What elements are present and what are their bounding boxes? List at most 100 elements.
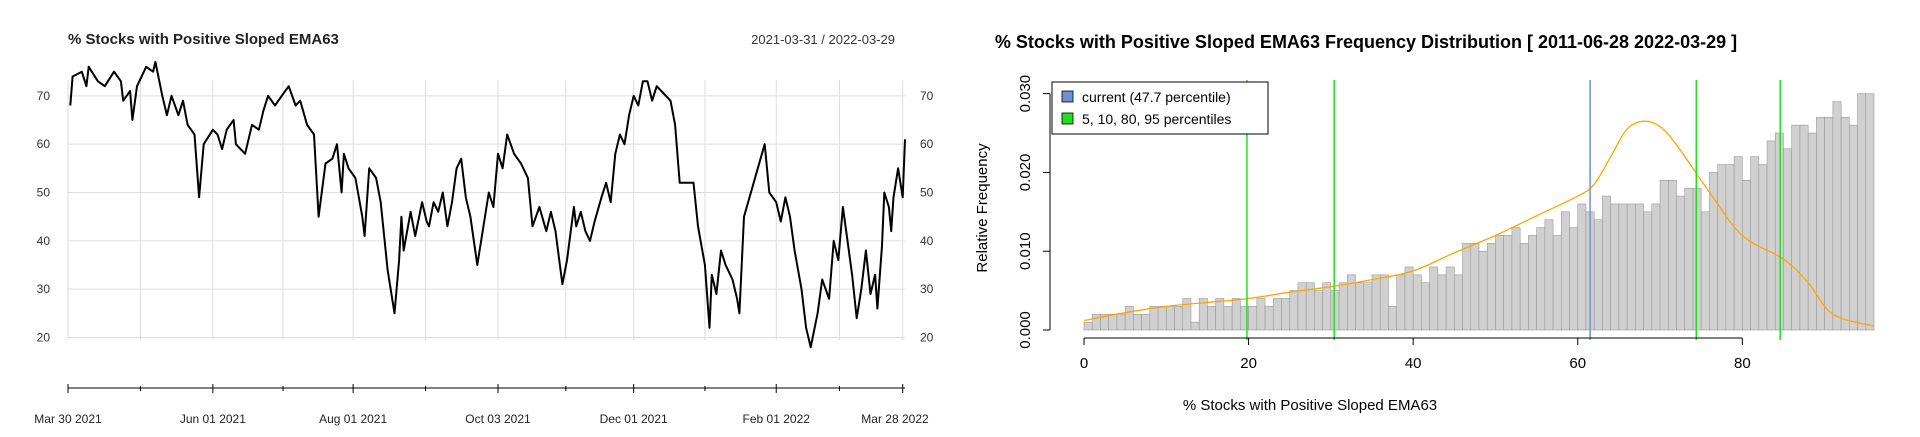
histogram-bar	[1816, 116, 1825, 331]
histogram-bar	[1264, 306, 1274, 331]
histogram-bar	[1865, 93, 1875, 331]
histogram-x-tick-label: 80	[1734, 355, 1751, 372]
histogram-bar	[1544, 219, 1554, 331]
line-series	[69, 61, 906, 349]
histogram-bar	[1133, 313, 1142, 331]
histogram-bar	[1528, 235, 1537, 331]
histogram-x-tick-label: 60	[1569, 355, 1586, 372]
histogram-x-tick-label: 0	[1080, 355, 1088, 372]
histogram-bar	[1174, 306, 1184, 331]
histogram-bar	[1832, 101, 1842, 331]
histogram-bar	[1717, 164, 1727, 331]
histogram-bar	[1363, 282, 1373, 331]
histogram-bar	[1149, 306, 1159, 331]
histogram-bar	[1626, 203, 1636, 331]
y-tick-label-right: 70	[920, 89, 934, 103]
histogram-bar	[1799, 124, 1809, 331]
histogram-bar	[1429, 266, 1439, 331]
histogram-bar	[1569, 227, 1579, 331]
histogram-x-tick-label: 40	[1405, 355, 1422, 372]
density-curve	[1083, 120, 1875, 327]
legend-swatch-percentiles	[1061, 112, 1074, 125]
histogram-x-tick-label: 20	[1240, 355, 1257, 372]
histogram-bar	[1840, 116, 1850, 331]
y-tick-label-left: 50	[37, 186, 51, 200]
histogram-bar	[1676, 195, 1686, 331]
y-tick-label-right: 40	[920, 234, 934, 248]
histogram-bar	[1281, 298, 1291, 331]
histogram-bar	[1330, 290, 1340, 331]
histogram-title: % Stocks with Positive Sloped EMA63 Freq…	[995, 32, 1737, 52]
histogram-bar	[1503, 235, 1513, 331]
x-tick-label: Aug 01 2021	[319, 412, 387, 426]
histogram-bar	[1124, 306, 1134, 331]
x-tick-label: Feb 01 2022	[743, 412, 811, 426]
legend-label-percentiles: 5, 10, 80, 95 percentiles	[1082, 111, 1231, 127]
legend-label-current: current (47.7 percentile)	[1082, 89, 1231, 105]
y-tick-label-right: 30	[920, 282, 934, 296]
histogram-bar	[1165, 306, 1175, 331]
histogram-bar	[1207, 306, 1216, 331]
histogram-bar	[1379, 274, 1389, 331]
histogram-bar	[1478, 250, 1488, 331]
histogram-bar	[1248, 306, 1258, 331]
histogram-y-tick-label: 0.010	[1017, 232, 1034, 270]
histogram-y-axis-label: Relative Frequency	[974, 143, 991, 273]
histogram-bar	[1495, 235, 1504, 331]
x-tick-label: Dec 01 2021	[600, 412, 668, 426]
histogram-bar	[1322, 282, 1332, 331]
histogram-bar	[1256, 298, 1266, 331]
histogram-bar	[1766, 140, 1776, 331]
x-tick-label: Mar 28 2022	[861, 412, 929, 426]
histogram-bar	[1338, 282, 1348, 331]
histogram-bar	[1560, 211, 1570, 331]
histogram-bar	[1396, 274, 1406, 331]
histogram-bar	[1157, 306, 1167, 331]
line-chart-y-labels-right: 20 30 40 50 60 70	[920, 89, 934, 345]
histogram-bar	[1667, 180, 1677, 331]
histogram-chart: % Stocks with Positive Sloped EMA63 Freq…	[974, 32, 1875, 414]
histogram-bar	[1651, 203, 1661, 331]
histogram-bar	[1083, 321, 1093, 331]
y-tick-label-right: 20	[920, 331, 934, 345]
histogram-bar	[1289, 290, 1299, 331]
histogram-bar	[1807, 132, 1817, 331]
line-chart-grid	[67, 80, 905, 340]
x-tick-label: Jun 01 2021	[180, 412, 246, 426]
histogram-marker-lines	[1246, 80, 1781, 340]
histogram-legend: current (47.7 percentile) 5, 10, 80, 95 …	[1051, 81, 1269, 135]
histogram-bar	[1635, 203, 1644, 331]
histogram-bar	[1437, 274, 1447, 331]
x-tick-label: Oct 03 2021	[465, 412, 531, 426]
y-tick-label-right: 60	[920, 137, 934, 151]
histogram-bar	[1190, 321, 1200, 331]
histogram-bar	[1742, 180, 1751, 331]
legend-box	[1051, 81, 1269, 135]
y-tick-label-left: 40	[37, 234, 51, 248]
histogram-bar	[1733, 156, 1743, 331]
histogram-bar	[1610, 203, 1620, 331]
histogram-y-tick-label: 0.030	[1017, 75, 1034, 113]
histogram-bar	[1536, 227, 1546, 331]
histogram-bar	[1182, 298, 1192, 331]
histogram-bar	[1215, 298, 1225, 331]
y-tick-label-left: 20	[37, 331, 51, 345]
histogram-bar	[1445, 266, 1455, 331]
histogram-bars	[1083, 93, 1875, 331]
histogram-bar	[1355, 282, 1365, 331]
histogram-bar	[1725, 164, 1735, 331]
line-chart: % Stocks with Positive Sloped EMA63 2021…	[34, 31, 933, 426]
histogram-bar	[1774, 132, 1784, 331]
histogram-bar	[1091, 313, 1101, 331]
x-tick-label: Mar 30 2021	[34, 412, 102, 426]
histogram-bar	[1593, 219, 1603, 331]
y-tick-label-left: 70	[37, 89, 51, 103]
histogram-bar	[1783, 148, 1793, 331]
histogram-bar	[1223, 306, 1233, 331]
histogram-bar	[1108, 313, 1118, 331]
histogram-bar	[1388, 306, 1398, 331]
histogram-bar	[1709, 172, 1718, 331]
histogram-bar	[1849, 124, 1858, 331]
y-tick-label-left: 60	[37, 137, 51, 151]
